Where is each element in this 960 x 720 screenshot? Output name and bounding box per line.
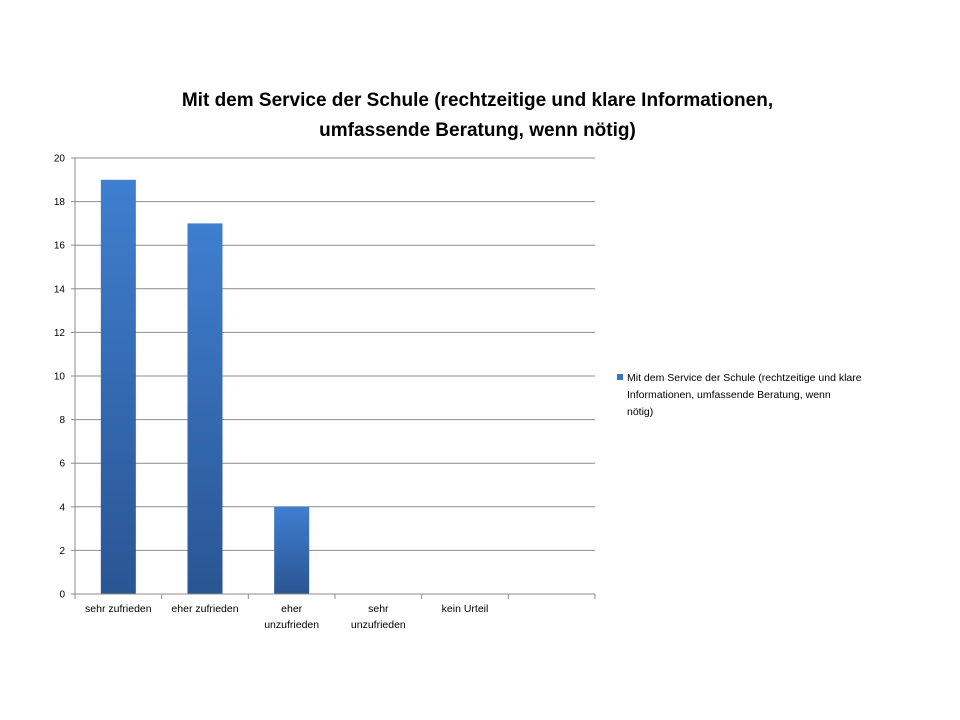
chart-title: Mit dem Service der Schule (rechtzeitige… bbox=[0, 86, 955, 146]
legend: Mit dem Service der Schule (rechtzeitige… bbox=[617, 370, 907, 421]
x-category-label-line: sehr bbox=[368, 603, 389, 615]
y-tick-label: 6 bbox=[59, 459, 65, 470]
y-tick-label: 10 bbox=[54, 372, 66, 383]
x-category-label-line: unzufrieden bbox=[264, 619, 319, 631]
legend-entry: Mit dem Service der Schule (rechtzeitige… bbox=[617, 370, 907, 387]
y-tick-label: 2 bbox=[59, 546, 65, 557]
x-category-label: sehr unzufrieden bbox=[351, 603, 406, 631]
bar-eher-unzufrieden bbox=[274, 506, 310, 594]
x-category-label: kein Urteil bbox=[442, 603, 489, 615]
x-category-label-line: kein Urteil bbox=[442, 603, 489, 615]
x-category-label-line: eher bbox=[281, 603, 303, 615]
y-tick-label: 12 bbox=[54, 328, 66, 339]
x-category-label: sehr zufrieden bbox=[85, 603, 152, 615]
bar-sehr-zufrieden bbox=[100, 179, 136, 595]
x-category-label: eher unzufrieden bbox=[264, 603, 319, 631]
y-tick-label: 0 bbox=[59, 590, 65, 601]
y-tick-label: 16 bbox=[54, 241, 66, 252]
legend-label-line-3: nötig) bbox=[627, 406, 654, 418]
chart-title-line-2: umfassende Beratung, wenn nötig) bbox=[319, 120, 636, 141]
y-tick-label: 18 bbox=[54, 197, 66, 208]
legend-swatch bbox=[617, 374, 623, 380]
legend-label-line-1: Mit dem Service der Schule (rechtzeitige… bbox=[627, 372, 862, 384]
x-category-label-line: unzufrieden bbox=[351, 619, 406, 631]
axes bbox=[71, 157, 596, 599]
chart-title-line-1: Mit dem Service der Schule (rechtzeitige… bbox=[181, 90, 774, 111]
x-axis-category-labels: sehr zufrieden eher zufrieden eher unzufrie… bbox=[85, 603, 488, 631]
y-tick-label: 4 bbox=[59, 502, 65, 513]
x-category-label: eher zufrieden bbox=[171, 603, 238, 615]
bars bbox=[100, 179, 310, 595]
y-axis-tick-labels: 0 2 4 6 8 10 12 14 16 18 20 bbox=[54, 154, 66, 601]
y-tick-label: 20 bbox=[54, 154, 66, 165]
y-tick-label: 8 bbox=[59, 415, 65, 426]
bar-eher-zufrieden bbox=[187, 223, 223, 594]
x-category-label-line: sehr zufrieden bbox=[85, 603, 152, 615]
legend-label-line-2: Informationen, umfassende Beratung, wenn bbox=[627, 389, 831, 401]
y-tick-label: 14 bbox=[54, 284, 66, 295]
gridlines bbox=[75, 157, 595, 551]
x-category-label-line: eher zufrieden bbox=[171, 603, 238, 615]
